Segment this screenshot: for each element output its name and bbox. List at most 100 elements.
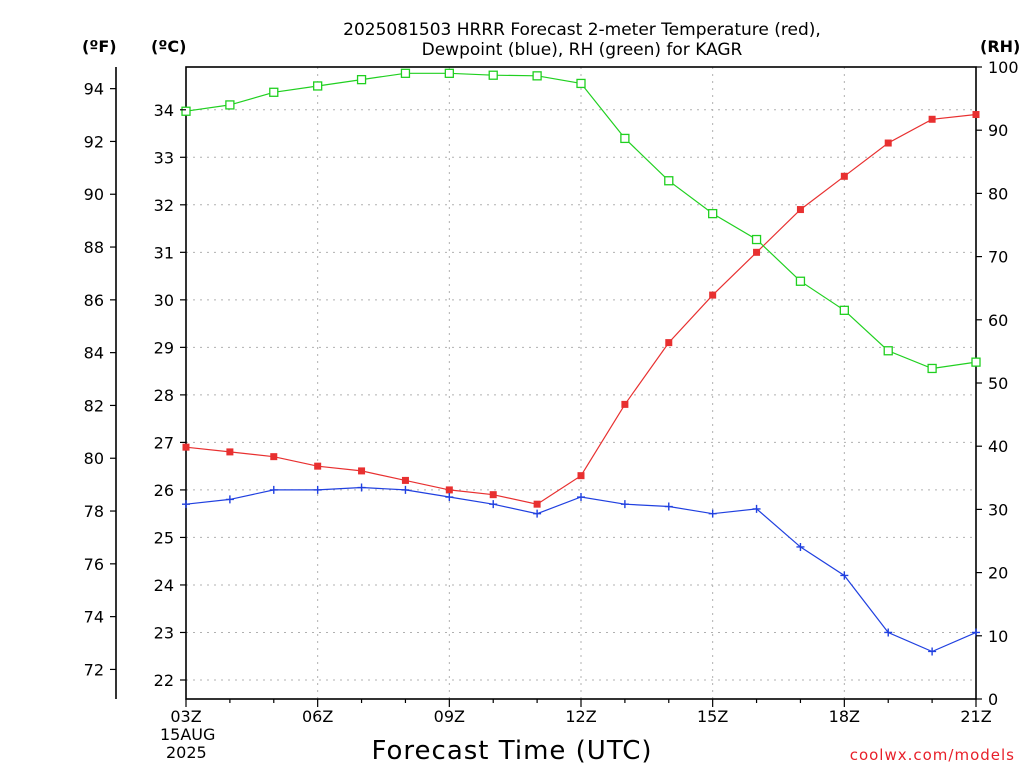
fahrenheit-tick-label: 90 xyxy=(84,185,104,204)
dewpoint-point xyxy=(357,483,366,492)
dewpoint-point xyxy=(225,495,234,504)
rh-unit-label: (RH) xyxy=(980,37,1020,56)
dewpoint-point xyxy=(928,647,937,656)
celsius-tick-label: 29 xyxy=(154,338,174,357)
fahrenheit-unit-label: (ºF) xyxy=(82,37,117,56)
temperature-point xyxy=(753,248,761,256)
celsius-tick-label: 33 xyxy=(154,148,174,167)
dewpoint-point xyxy=(840,571,849,580)
fahrenheit-axis: 72 74 76 78 80 82 84 86 88 90 92 94 xyxy=(84,80,116,679)
fahrenheit-tick-label: 74 xyxy=(84,608,104,627)
rh-point xyxy=(444,68,454,78)
rh-point xyxy=(313,81,323,91)
temperature-point xyxy=(665,339,673,347)
temperature-point xyxy=(972,111,980,119)
temperature-point xyxy=(840,172,848,180)
x-tick-label: 06Z xyxy=(302,707,333,726)
dewpoint-point xyxy=(182,500,190,509)
rh-point xyxy=(795,276,806,286)
dewpoint-point xyxy=(620,500,629,509)
fahrenheit-tick-label: 84 xyxy=(84,344,104,363)
celsius-tick-label: 28 xyxy=(154,386,174,405)
x-tick-label: 21Z xyxy=(960,707,991,726)
rh-point xyxy=(839,305,849,315)
temperature-point xyxy=(884,139,892,147)
fahrenheit-tick-label: 92 xyxy=(84,132,104,151)
rh-point xyxy=(664,176,674,186)
rh-axis: 0 10 20 30 40 50 60 70 80 90 100 xyxy=(976,58,1019,709)
dewpoint-point xyxy=(972,628,980,637)
temperature-point xyxy=(445,486,453,494)
celsius-tick-label: 31 xyxy=(154,243,174,262)
rh-tick-label: 90 xyxy=(988,121,1008,140)
dewpoint-point xyxy=(313,485,322,494)
rh-point xyxy=(620,133,630,144)
credit-label: coolwx.com/models xyxy=(850,746,1015,764)
dewpoint-point xyxy=(752,504,761,513)
temperature-point xyxy=(401,476,409,484)
fahrenheit-tick-label: 82 xyxy=(84,396,104,415)
rh-point xyxy=(356,74,367,85)
celsius-tick-label: 25 xyxy=(154,528,174,547)
grid-lines xyxy=(186,67,976,699)
rh-point xyxy=(532,71,542,81)
dewpoint-point xyxy=(533,509,542,518)
rh-point xyxy=(269,87,279,97)
celsius-tick-label: 23 xyxy=(154,623,174,642)
x-tick-label: 12Z xyxy=(565,707,596,726)
fahrenheit-tick-label: 80 xyxy=(84,449,104,468)
fahrenheit-tick-label: 94 xyxy=(84,80,104,99)
fahrenheit-tick-label: 86 xyxy=(84,291,104,310)
date-label-day: 15AUG xyxy=(160,725,215,744)
rh-point xyxy=(708,208,718,219)
rh-point xyxy=(576,78,586,89)
dewpoint-point xyxy=(796,542,805,551)
rh-tick-label: 0 xyxy=(988,690,998,709)
temperature-point xyxy=(796,206,804,214)
dewpoint-line xyxy=(185,486,977,653)
celsius-axis: 22 23 24 25 26 27 28 29 30 31 32 33 34 xyxy=(154,101,186,690)
temperature-point xyxy=(182,443,190,451)
rh-tick-label: 50 xyxy=(988,374,1008,393)
dewpoint-point xyxy=(489,500,498,509)
dewpoint-point xyxy=(664,502,673,511)
celsius-unit-label: (ºC) xyxy=(151,37,186,56)
dewpoint-point xyxy=(445,493,454,502)
temperature-point xyxy=(270,453,278,461)
dewpoint-point xyxy=(577,493,585,502)
temperature-point xyxy=(928,115,936,123)
rh-point xyxy=(751,234,762,245)
x-axis: 03Z 06Z 09Z 12Z 15Z 18Z 21Z xyxy=(170,699,992,726)
dewpoint-point xyxy=(401,485,410,494)
temperature-point xyxy=(489,491,497,499)
celsius-tick-label: 32 xyxy=(154,196,174,215)
rh-point xyxy=(883,346,893,356)
rh-tick-label: 70 xyxy=(988,248,1008,267)
x-tick-label: 09Z xyxy=(434,707,465,726)
fahrenheit-tick-label: 78 xyxy=(84,502,104,521)
rh-point xyxy=(488,70,498,80)
rh-tick-label: 10 xyxy=(988,627,1008,646)
rh-point xyxy=(400,68,411,78)
celsius-tick-label: 34 xyxy=(154,101,174,120)
temperature-point xyxy=(709,291,717,299)
date-label-year: 2025 xyxy=(166,743,207,762)
chart-title-line1: 2025081503 HRRR Forecast 2-meter Tempera… xyxy=(343,20,821,40)
x-tick-label: 18Z xyxy=(829,707,860,726)
temperature-point xyxy=(577,472,585,480)
temperature-point xyxy=(226,448,234,456)
x-axis-title: Forecast Time (UTC) xyxy=(371,736,652,766)
temperature-point xyxy=(533,500,541,508)
rh-tick-label: 40 xyxy=(988,437,1008,456)
rh-tick-label: 30 xyxy=(988,500,1008,519)
fahrenheit-tick-label: 76 xyxy=(84,555,104,574)
fahrenheit-tick-label: 72 xyxy=(84,660,104,679)
dewpoint-point xyxy=(884,628,893,637)
rh-point xyxy=(225,100,235,110)
fahrenheit-tick-label: 88 xyxy=(84,238,104,257)
rh-tick-label: 100 xyxy=(988,58,1019,77)
dewpoint-point xyxy=(708,509,717,518)
celsius-tick-label: 22 xyxy=(154,671,174,690)
rh-tick-label: 80 xyxy=(988,184,1008,203)
